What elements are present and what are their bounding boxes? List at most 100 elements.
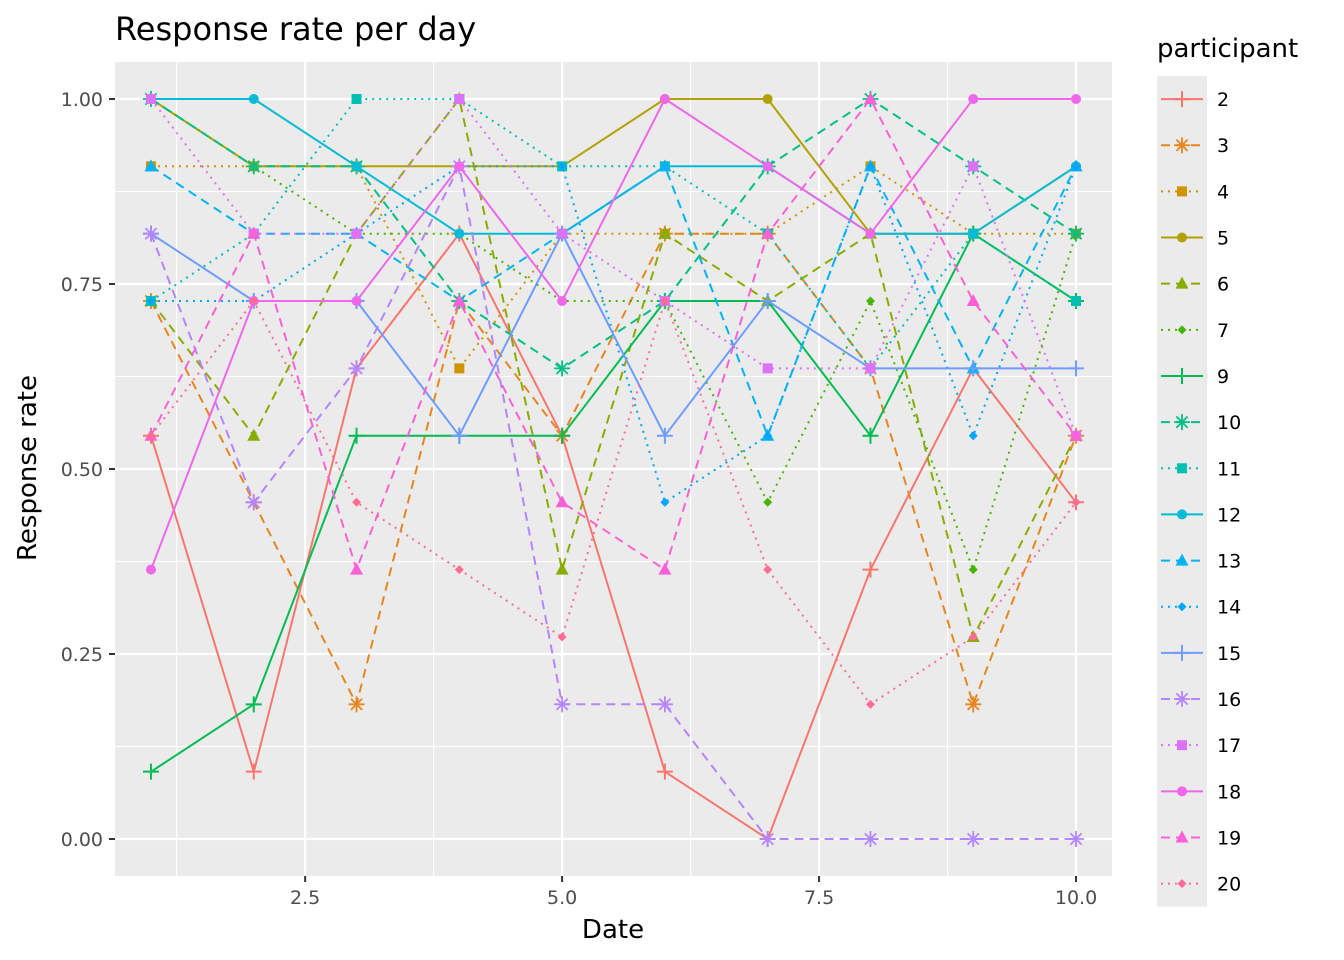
legend-label: 9 — [1217, 366, 1229, 388]
legend-label: 11 — [1217, 458, 1241, 480]
y-tick-label: 0.75 — [61, 274, 103, 296]
legend-item-12: 12 — [1161, 504, 1241, 526]
y-axis: 0.00 0.25 0.50 0.75 1.00 — [61, 89, 115, 851]
data-point-17 — [762, 363, 773, 374]
data-point-7 — [968, 565, 978, 575]
data-point-20 — [249, 296, 259, 306]
data-point-14 — [968, 431, 978, 441]
x-tick-label: 5.0 — [547, 887, 577, 909]
data-point-17 — [351, 228, 362, 239]
legend-label: 5 — [1217, 228, 1229, 250]
chart-title: Response rate per day — [115, 10, 476, 48]
data-point-15 — [656, 427, 673, 444]
data-point-6 — [658, 226, 672, 239]
legend-item-11: 11 — [1161, 458, 1241, 480]
data-point-2 — [862, 561, 879, 578]
legend-item-9: 9 — [1161, 366, 1229, 388]
legend-item-3: 3 — [1161, 135, 1229, 157]
x-axis-title: Date — [582, 915, 644, 945]
y-tick-label: 0.00 — [61, 829, 103, 851]
data-point-15 — [451, 427, 468, 444]
legend-key-marker — [1177, 786, 1187, 797]
data-point-10 — [554, 360, 571, 377]
legend-label: 16 — [1217, 689, 1241, 711]
data-point-16 — [759, 831, 776, 847]
x-tick-label: 2.5 — [290, 887, 320, 909]
data-point-19 — [350, 562, 364, 575]
legend-key-marker — [1175, 830, 1189, 843]
data-point-15 — [1068, 360, 1085, 377]
data-point-18 — [351, 296, 362, 307]
legend-label: 2 — [1217, 89, 1229, 111]
series-line-10 — [150, 98, 1077, 370]
legend-key-marker — [1174, 137, 1190, 154]
data-point-19 — [247, 226, 261, 239]
data-point-19 — [966, 294, 980, 307]
data-point-9 — [142, 763, 159, 780]
legend-label: 18 — [1217, 781, 1241, 803]
data-point-20 — [968, 632, 978, 642]
legend-label: 10 — [1217, 412, 1241, 434]
data-point-11 — [1071, 296, 1082, 307]
data-point-16 — [245, 494, 262, 511]
data-point-14 — [1071, 161, 1081, 171]
data-point-20 — [660, 296, 670, 306]
data-point-7 — [763, 497, 773, 507]
legend-key-marker — [1177, 602, 1187, 612]
legend-item-18: 18 — [1161, 781, 1241, 803]
data-point-19 — [761, 226, 775, 239]
x-axis: 2.5 5.0 7.5 10.0 — [290, 876, 1097, 909]
data-point-9 — [245, 696, 262, 713]
data-point-16 — [965, 831, 982, 847]
data-point-9 — [554, 427, 571, 444]
data-point-18 — [1071, 94, 1082, 104]
legend-key-marker — [1177, 740, 1187, 751]
legend-item-20: 20 — [1161, 874, 1241, 896]
data-point-18 — [145, 564, 156, 575]
legend-label: 14 — [1217, 597, 1241, 619]
legend-item-5: 5 — [1161, 228, 1229, 250]
legend-key-marker — [1177, 232, 1187, 243]
legend-key-marker — [1174, 691, 1190, 708]
series-line-17 — [150, 98, 1077, 437]
data-point-19 — [452, 294, 466, 307]
legend-item-16: 16 — [1161, 689, 1241, 711]
legend-label: 3 — [1217, 135, 1229, 157]
data-point-15 — [965, 360, 982, 377]
y-axis-title: Response rate — [13, 375, 43, 561]
data-point-18 — [454, 161, 465, 172]
legend-key-marker — [1174, 414, 1190, 431]
data-point-12 — [351, 161, 362, 172]
data-point-19 — [863, 92, 877, 104]
data-point-14 — [660, 497, 670, 507]
data-point-14 — [146, 296, 156, 306]
series-20 — [146, 296, 1081, 709]
data-point-12 — [968, 228, 979, 239]
data-point-19 — [1069, 428, 1083, 441]
data-point-3 — [348, 696, 365, 713]
data-point-16 — [656, 696, 673, 713]
data-point-20 — [763, 565, 773, 575]
legend-label: 13 — [1217, 551, 1241, 573]
legend-key-marker — [1177, 463, 1187, 474]
legend-key-marker — [1177, 509, 1187, 520]
data-point-20 — [146, 431, 156, 441]
data-point-18 — [557, 296, 568, 307]
data-point-7 — [865, 296, 875, 306]
data-point-5 — [762, 94, 773, 104]
data-point-20 — [1071, 497, 1081, 507]
data-point-18 — [762, 161, 773, 172]
data-point-20 — [352, 497, 362, 507]
data-point-10 — [245, 158, 262, 175]
y-tick-label: 0.25 — [61, 644, 103, 666]
legend-key-marker — [1177, 325, 1187, 335]
legend-key-background — [1157, 76, 1207, 907]
data-point-16 — [142, 225, 159, 242]
major-gridlines — [115, 62, 1112, 876]
data-point-14 — [557, 161, 567, 171]
series-line-3 — [150, 232, 1077, 706]
data-point-3 — [965, 696, 982, 713]
data-point-15 — [759, 293, 776, 310]
legend-item-10: 10 — [1161, 412, 1241, 434]
legend-item-6: 6 — [1161, 274, 1229, 296]
